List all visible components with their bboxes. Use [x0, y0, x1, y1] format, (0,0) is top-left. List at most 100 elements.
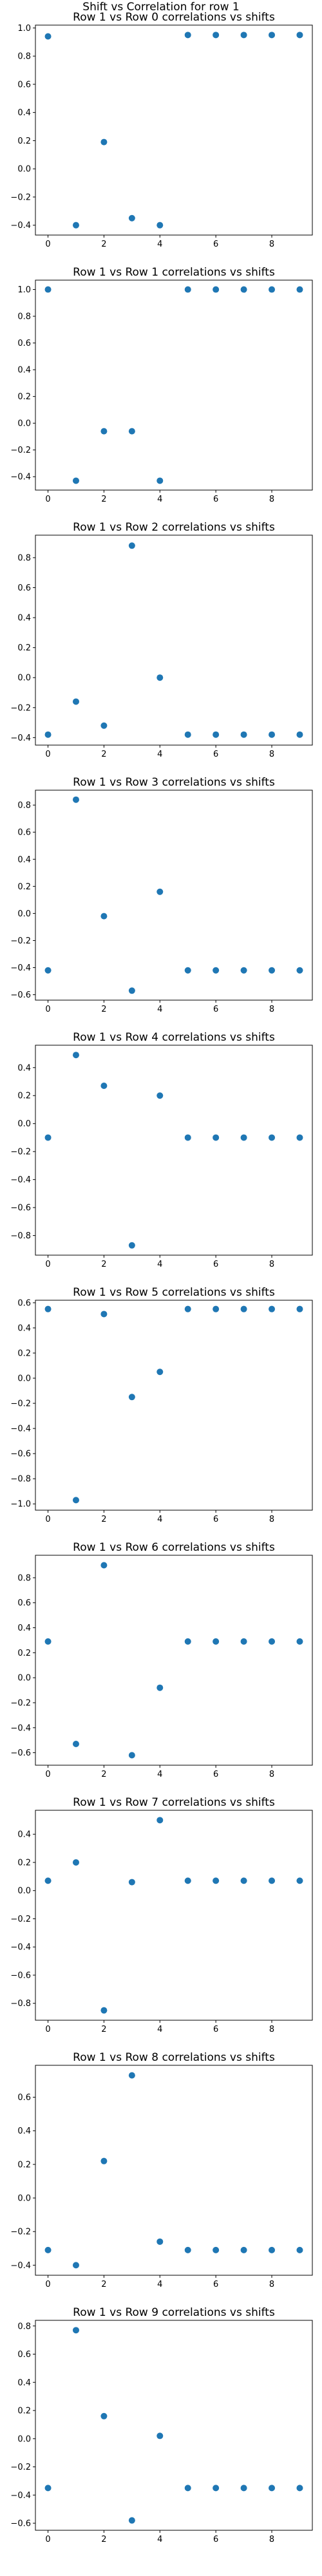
data-point: [213, 1877, 220, 1884]
x-tick-label: 6: [213, 750, 218, 759]
axes-frame: [35, 790, 313, 1001]
data-point: [296, 731, 303, 738]
x-tick-label: 6: [213, 2535, 218, 2544]
data-point: [269, 731, 276, 738]
x-tick-label: 2: [101, 2535, 106, 2544]
y-tick-label: 0.2: [17, 1649, 31, 1658]
panel-title: Row 1 vs Row 1 correlations vs shifts: [73, 266, 275, 279]
y-tick-label: 0.6: [17, 828, 31, 838]
y-tick-label: 0.4: [17, 1323, 31, 1333]
y-tick-label: 0.4: [17, 614, 31, 623]
data-point: [72, 222, 79, 229]
data-point: [184, 286, 191, 293]
x-tick-label: 2: [101, 2280, 106, 2289]
data-point: [213, 2485, 220, 2492]
data-point: [156, 1092, 164, 1099]
y-tick-label: 0.2: [17, 643, 31, 653]
y-tick-label: −0.4: [10, 221, 31, 231]
data-point: [72, 2327, 79, 2334]
data-point: [184, 2246, 191, 2253]
x-tick-label: 6: [213, 2280, 218, 2289]
data-point: [213, 1305, 220, 1312]
y-tick-label: −0.4: [10, 1723, 31, 1733]
data-point: [240, 731, 247, 738]
data-point: [44, 33, 52, 40]
data-point: [44, 2246, 52, 2253]
y-tick-label: 0.0: [17, 1886, 31, 1896]
x-tick-label: 0: [45, 2535, 50, 2544]
x-tick-label: 0: [45, 1260, 50, 1269]
data-point: [44, 731, 52, 738]
data-point: [128, 987, 135, 994]
y-tick-label: 0.2: [17, 882, 31, 892]
data-point: [100, 428, 108, 435]
data-point: [213, 967, 220, 974]
data-point: [184, 2485, 191, 2492]
y-tick-label: −0.6: [10, 2519, 31, 2529]
x-tick-label: 4: [157, 495, 162, 504]
y-tick-label: 0.0: [17, 2434, 31, 2444]
scatter-panel-1: Row 1 vs Row 1 correlations vs shifts −0.…: [10, 266, 313, 504]
y-tick-label: −0.2: [10, 2228, 31, 2237]
y-tick-label: 1.0: [17, 24, 31, 33]
y-tick-label: −0.4: [10, 1943, 31, 1953]
y-tick-label: 0.0: [17, 1374, 31, 1384]
y-tick-label: −1.0: [10, 1500, 31, 1510]
x-tick-label: 2: [101, 1770, 106, 1779]
x-tick-label: 6: [213, 2025, 218, 2034]
y-tick-label: 0.8: [17, 2322, 31, 2331]
y-tick-label: −0.6: [10, 1204, 31, 1213]
x-tick-label: 4: [157, 1515, 162, 1524]
data-point: [156, 477, 164, 484]
y-tick-label: 0.8: [17, 1573, 31, 1583]
data-point: [44, 2485, 52, 2492]
x-tick-label: 6: [213, 1005, 218, 1014]
y-tick-label: 0.0: [17, 165, 31, 175]
data-point: [240, 1638, 247, 1645]
data-point: [100, 1562, 108, 1569]
x-tick-label: 4: [157, 2025, 162, 2034]
data-point: [128, 1394, 135, 1401]
y-tick-label: 0.2: [17, 1349, 31, 1358]
y-tick-label: 0.4: [17, 1830, 31, 1840]
x-tick-label: 4: [157, 2280, 162, 2289]
x-tick-label: 8: [269, 1260, 274, 1269]
x-tick-label: 0: [45, 240, 50, 249]
data-point: [184, 1638, 191, 1645]
y-tick-label: 0.6: [17, 583, 31, 593]
data-point: [184, 1877, 191, 1884]
data-point: [269, 1305, 276, 1312]
data-point: [240, 1877, 247, 1884]
x-tick-label: 0: [45, 1770, 50, 1779]
data-point: [72, 796, 79, 803]
y-tick-label: 0.4: [17, 2378, 31, 2388]
y-tick-label: −0.2: [10, 1399, 31, 1409]
x-tick-label: 8: [269, 1515, 274, 1524]
data-point: [240, 1305, 247, 1312]
data-point: [72, 1741, 79, 1748]
x-tick-label: 4: [157, 750, 162, 759]
data-point: [184, 32, 191, 39]
data-point: [44, 1877, 52, 1884]
x-tick-label: 4: [157, 1005, 162, 1014]
x-tick-label: 4: [157, 1260, 162, 1269]
y-tick-label: 0.2: [17, 2160, 31, 2170]
y-tick-label: 0.4: [17, 2126, 31, 2136]
data-point: [240, 286, 247, 293]
panel-title: Row 1 vs Row 7 correlations vs shifts: [73, 1796, 275, 1809]
data-point: [269, 967, 276, 974]
data-point: [269, 1638, 276, 1645]
data-point: [184, 1305, 191, 1312]
data-point: [72, 698, 79, 705]
data-point: [100, 2157, 108, 2164]
x-tick-label: 2: [101, 2025, 106, 2034]
data-point: [213, 731, 220, 738]
data-point: [269, 1877, 276, 1884]
y-tick-label: 0.4: [17, 366, 31, 375]
data-point: [72, 1497, 79, 1504]
panel-title: Row 1 vs Row 3 correlations vs shifts: [73, 776, 275, 789]
y-tick-label: 0.4: [17, 108, 31, 118]
y-tick-label: −0.6: [10, 1450, 31, 1459]
y-tick-label: 0.6: [17, 1598, 31, 1608]
axes-frame: [35, 279, 313, 491]
